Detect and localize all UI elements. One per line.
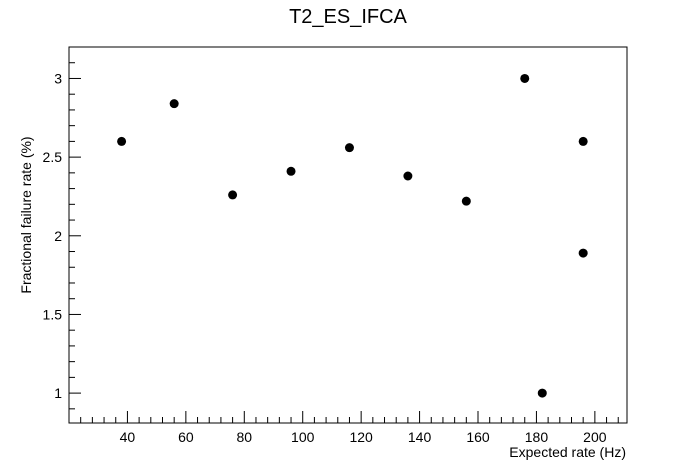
y-tick-label: 1	[54, 385, 62, 401]
data-point	[578, 248, 588, 258]
y-axis-tick-labels: 1 1.5 2 2.5 3	[43, 70, 63, 401]
x-tick-label: 120	[349, 429, 373, 445]
x-tick-label: 80	[236, 429, 252, 445]
x-tick-label: 180	[525, 429, 549, 445]
x-tick-label: 140	[408, 429, 432, 445]
data-point	[461, 196, 471, 206]
data-point	[403, 171, 413, 181]
chart-title: T2_ES_IFCA	[289, 6, 407, 28]
x-axis-ticks	[80, 411, 619, 423]
y-tick-label: 3	[54, 70, 62, 86]
data-point	[537, 388, 547, 398]
x-tick-label: 200	[583, 429, 607, 445]
x-axis-label: Expected rate (Hz)	[509, 444, 626, 460]
data-point	[344, 143, 354, 153]
data-point	[169, 99, 179, 109]
x-axis-tick-labels: 40 60 80 100 120 140 160 180 200	[120, 429, 607, 445]
x-tick-label: 100	[291, 429, 315, 445]
data-point	[520, 73, 530, 83]
data-point	[228, 190, 238, 200]
data-point	[578, 136, 588, 146]
y-axis-ticks	[69, 62, 81, 410]
x-tick-label: 60	[178, 429, 194, 445]
x-tick-label: 40	[120, 429, 136, 445]
x-tick-label: 160	[466, 429, 490, 445]
data-point	[117, 136, 127, 146]
plot-frame	[68, 46, 628, 424]
y-axis-label: Fractional failure rate (%)	[18, 136, 34, 293]
y-tick-label: 1.5	[43, 306, 63, 322]
y-tick-label: 2.5	[43, 149, 63, 165]
data-point	[286, 166, 296, 176]
y-tick-label: 2	[54, 228, 62, 244]
data-points	[117, 73, 588, 398]
